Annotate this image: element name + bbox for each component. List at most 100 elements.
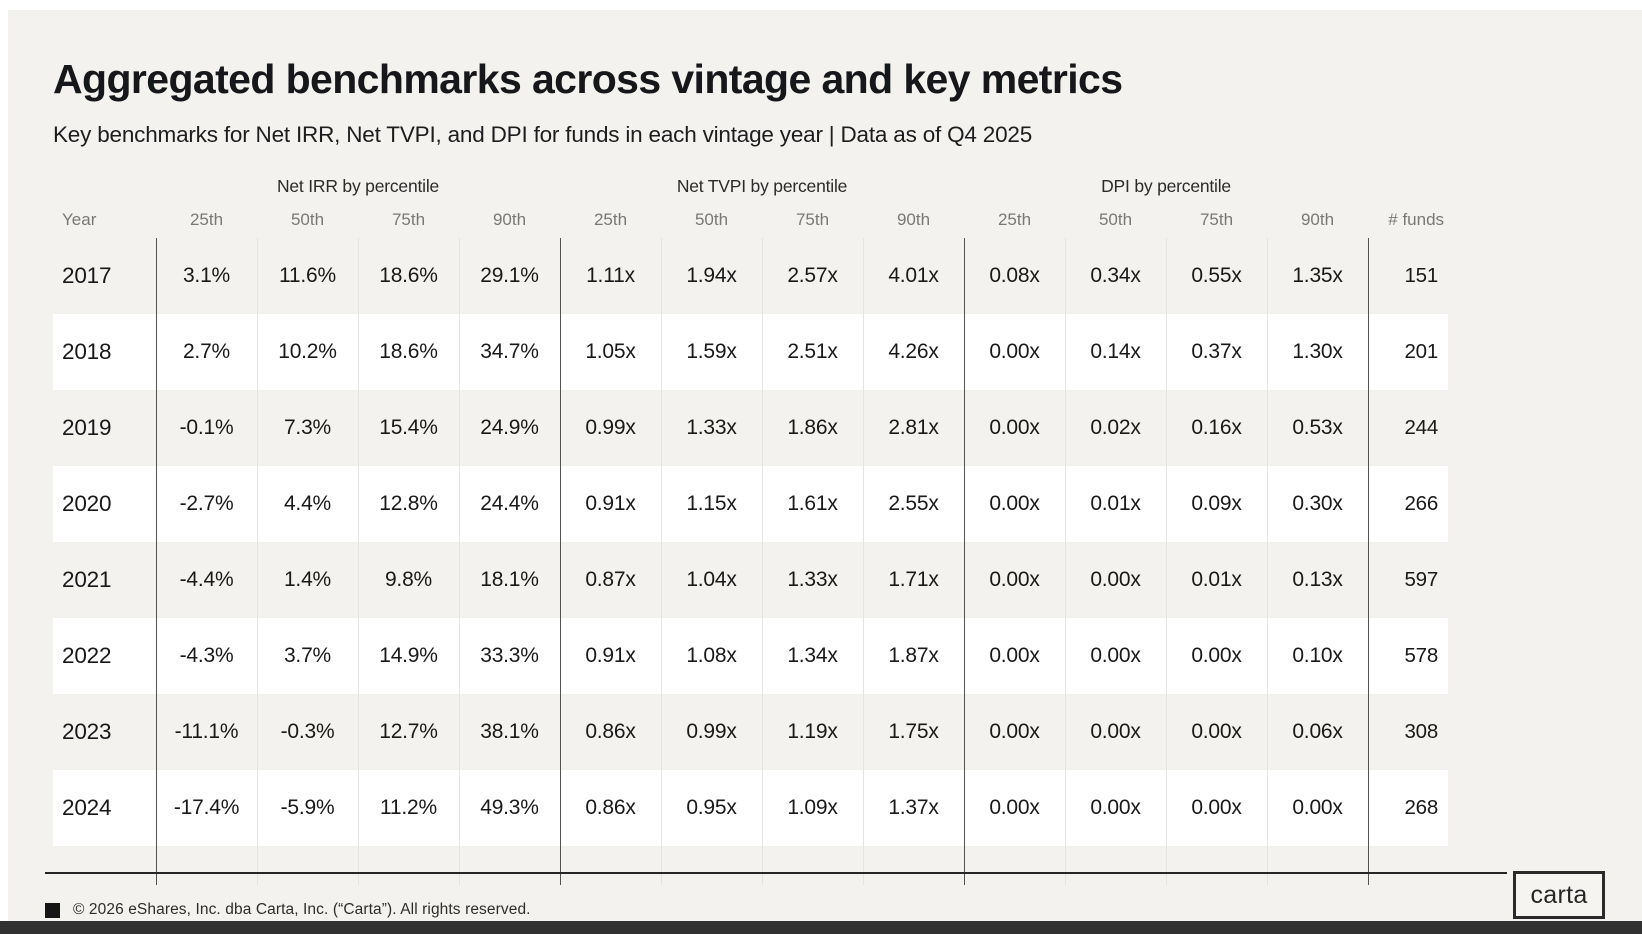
metric-value-cell: 1.71x xyxy=(862,542,964,618)
metric-value-cell: 15.4% xyxy=(357,390,459,466)
metric-value-cell: -0.1% xyxy=(155,390,257,466)
funds-count-cell: 268 xyxy=(1367,770,1449,846)
metric-value-cell: 11.2% xyxy=(357,770,459,846)
metric-value-cell: 3.7% xyxy=(256,618,358,694)
metric-value-cell: -5.9% xyxy=(256,770,358,846)
column-header-50th: 50th xyxy=(694,210,729,229)
metric-value-cell: 33.3% xyxy=(458,618,560,694)
carta-logo: carta xyxy=(1513,871,1605,919)
metric-value-cell: 0.01x xyxy=(1064,466,1166,542)
table-row-2018: 2018 2.7% 10.2% 18.6% 34.7% 1.05x 1.59x 2.51x 4.… xyxy=(53,314,1449,390)
table-row-2019: 2019 -0.1% 7.3% 15.4% 24.9% 0.99x 1.33x 1.86x 2.… xyxy=(53,390,1449,466)
carta-square-mark-icon xyxy=(45,902,60,918)
metric-value-cell: 1.33x xyxy=(660,390,762,466)
group-header-net-irr: Net IRR by percentile xyxy=(276,175,440,196)
carta-logo-text: carta xyxy=(1530,880,1588,909)
table-row-2017: 2017 3.1% 11.6% 18.6% 29.1% 1.11x 1.94x 2.57x 4.… xyxy=(53,238,1449,314)
metric-value-cell: 0.10x xyxy=(1266,618,1369,694)
metric-value-cell: 0.34x xyxy=(1064,238,1166,314)
metric-value-cell: 2.81x xyxy=(862,390,964,466)
year-cell: 2018 xyxy=(62,339,112,364)
group-header-row: Net IRR by percentile Net TVPI by percen… xyxy=(53,170,1448,202)
spacer-cell xyxy=(53,846,156,885)
metric-value-cell: 0.02x xyxy=(1064,390,1166,466)
spacer-cell xyxy=(256,846,358,885)
group-header-spacer xyxy=(1368,170,1448,202)
footer: © 2026 eShares, Inc. dba Carta, Inc. (“C… xyxy=(45,896,531,924)
spacer-cell xyxy=(357,846,459,885)
metric-value-cell: 0.00x xyxy=(1064,542,1166,618)
metric-value-cell: 34.7% xyxy=(458,314,560,390)
metric-value-cell: 1.34x xyxy=(761,618,863,694)
metric-value-cell: 0.00x xyxy=(963,694,1065,770)
column-header-90th: 90th xyxy=(896,210,931,229)
spacer-cell xyxy=(1367,846,1449,885)
column-header-25th: 25th xyxy=(997,210,1032,229)
metric-value-cell: 0.08x xyxy=(963,238,1065,314)
column-header-25th: 25th xyxy=(593,210,628,229)
metric-value-cell: 1.19x xyxy=(761,694,863,770)
spacer-cell xyxy=(660,846,762,885)
metric-value-cell: 0.00x xyxy=(1165,770,1267,846)
metric-value-cell: 2.55x xyxy=(862,466,964,542)
table-row-2023: 2023 -11.1% -0.3% 12.7% 38.1% 0.86x 0.99x 1.19x… xyxy=(53,694,1449,770)
metric-value-cell: 1.75x xyxy=(862,694,964,770)
metric-value-cell: 0.55x xyxy=(1165,238,1267,314)
benchmarks-table: Net IRR by percentile Net TVPI by percen… xyxy=(53,170,1449,885)
metric-value-cell: 0.91x xyxy=(559,466,661,542)
metric-value-cell: 2.57x xyxy=(761,238,863,314)
metric-value-cell: 0.00x xyxy=(1165,694,1267,770)
metric-value-cell: 12.8% xyxy=(357,466,459,542)
metric-value-cell: 0.00x xyxy=(963,390,1065,466)
metric-value-cell: -17.4% xyxy=(155,770,257,846)
metric-value-cell: 49.3% xyxy=(458,770,560,846)
year-cell: 2024 xyxy=(62,795,112,820)
metric-value-cell: 29.1% xyxy=(458,238,560,314)
column-header-75th: 75th xyxy=(795,210,830,229)
metric-value-cell: 1.08x xyxy=(660,618,762,694)
metric-value-cell: 10.2% xyxy=(256,314,358,390)
table-spacer-row xyxy=(53,846,1449,885)
metric-value-cell: 0.30x xyxy=(1266,466,1369,542)
metric-value-cell: 0.99x xyxy=(559,390,661,466)
metric-value-cell: 7.3% xyxy=(256,390,358,466)
year-cell: 2022 xyxy=(62,643,112,668)
metric-value-cell: 24.4% xyxy=(458,466,560,542)
group-header-dpi: DPI by percentile xyxy=(1101,175,1231,196)
spacer-cell xyxy=(1165,846,1267,885)
funds-count-cell: 266 xyxy=(1367,466,1449,542)
column-header-90th: 90th xyxy=(1300,210,1335,229)
metric-value-cell: 0.00x xyxy=(1266,770,1369,846)
metric-value-cell: 1.09x xyxy=(761,770,863,846)
metric-value-cell: 1.94x xyxy=(660,238,762,314)
metric-value-cell: 12.7% xyxy=(357,694,459,770)
metric-value-cell: 1.15x xyxy=(660,466,762,542)
metric-value-cell: 0.91x xyxy=(559,618,661,694)
metric-value-cell: -2.7% xyxy=(155,466,257,542)
metric-value-cell: 0.00x xyxy=(963,466,1065,542)
spacer-cell xyxy=(761,846,863,885)
metric-value-cell: 1.30x xyxy=(1266,314,1369,390)
spacer-cell xyxy=(155,846,257,885)
metric-value-cell: 0.87x xyxy=(559,542,661,618)
metric-value-cell: 11.6% xyxy=(256,238,358,314)
table-row-2020: 2020 -2.7% 4.4% 12.8% 24.4% 0.91x 1.15x 1.61x 2.… xyxy=(53,466,1449,542)
metric-value-cell: 38.1% xyxy=(458,694,560,770)
metric-value-cell: -4.4% xyxy=(155,542,257,618)
spacer-cell xyxy=(559,846,661,885)
metric-value-cell: 0.86x xyxy=(559,694,661,770)
column-header-75th: 75th xyxy=(1199,210,1234,229)
metric-value-cell: 2.7% xyxy=(155,314,257,390)
column-header-row: Year 25th 50th 75th 90th 25th 50th 75th 90th 25th… xyxy=(53,202,1448,238)
metric-value-cell: 1.4% xyxy=(256,542,358,618)
column-header-50th: 50th xyxy=(290,210,325,229)
page-subtitle: Key benchmarks for Net IRR, Net TVPI, an… xyxy=(53,122,1033,147)
funds-count-cell: 578 xyxy=(1367,618,1449,694)
metric-value-cell: 18.6% xyxy=(357,314,459,390)
metric-value-cell: 0.13x xyxy=(1266,542,1369,618)
metric-value-cell: 9.8% xyxy=(357,542,459,618)
metric-value-cell: 2.51x xyxy=(761,314,863,390)
metric-value-cell: 1.04x xyxy=(660,542,762,618)
metric-value-cell: 1.33x xyxy=(761,542,863,618)
metric-value-cell: 1.87x xyxy=(862,618,964,694)
